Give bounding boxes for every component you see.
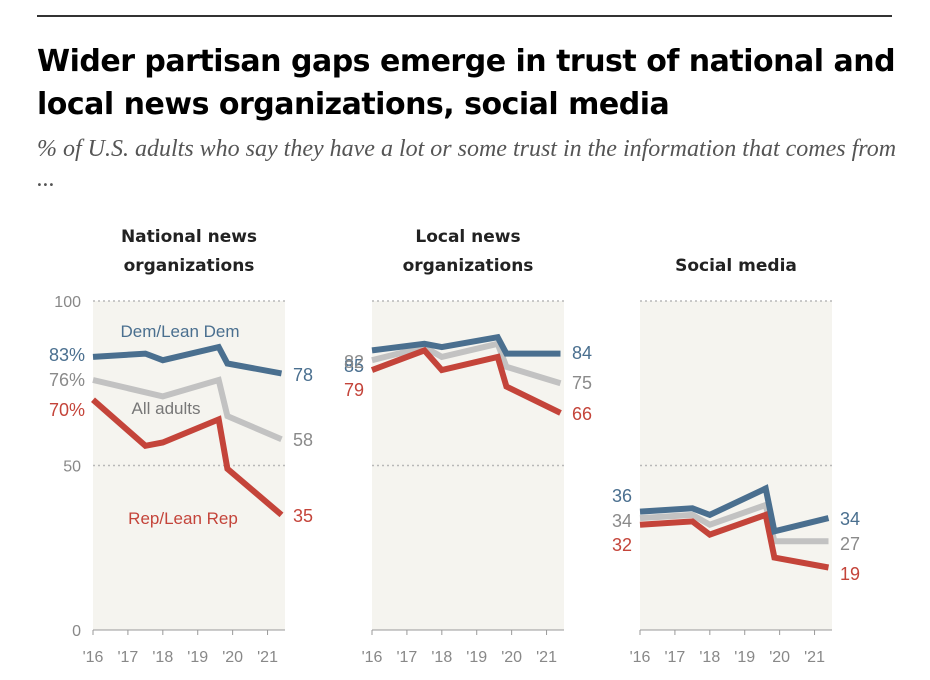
x-tick-label: '20: [501, 649, 522, 666]
x-tick-label: '18: [699, 649, 720, 666]
x-tick-label: '19: [187, 649, 208, 666]
x-tick-label: '16: [362, 649, 383, 666]
start-value-label-dem: 85: [344, 356, 364, 376]
end-value-label-rep: 66: [572, 404, 592, 424]
start-value-label-dem: 83%: [49, 345, 85, 365]
x-tick-label: '17: [117, 649, 138, 666]
series-name-label-dem: Dem/Lean Dem: [120, 322, 239, 341]
end-value-label-rep: 35: [293, 506, 313, 526]
panel-title: organizations: [403, 256, 534, 276]
series-line-dem: [371, 333, 561, 357]
end-value-label-dem: 34: [840, 509, 860, 529]
y-tick-label: 100: [54, 294, 81, 311]
panel-title: National news: [121, 227, 257, 247]
x-tick-label: '20: [222, 649, 243, 666]
series-line-rep: [370, 346, 562, 416]
x-tick-label: '18: [431, 649, 452, 666]
y-tick-label: 50: [63, 459, 81, 476]
start-value-label-all: 76%: [49, 370, 85, 390]
series-line-all: [371, 340, 562, 387]
start-value-label-dem: 36: [612, 486, 632, 506]
x-tick-label: '17: [396, 649, 417, 666]
panel-title: Social media: [675, 256, 797, 276]
x-tick-label: '17: [664, 649, 685, 666]
series-line-all: [92, 376, 283, 442]
x-tick-label: '18: [152, 649, 173, 666]
start-value-label-all: 34: [612, 511, 632, 531]
chart-title: Wider partisan gaps emerge in trust of n…: [37, 44, 896, 122]
chart-subtitle: % of U.S. adults who say they have a lot…: [37, 136, 897, 192]
start-value-label-rep: 79: [344, 380, 364, 400]
end-value-label-all: 27: [840, 534, 860, 554]
start-value-label-rep: 70%: [49, 400, 85, 420]
end-value-label-rep: 19: [840, 564, 860, 584]
top-rule: [37, 15, 892, 17]
x-tick-label: '16: [83, 649, 104, 666]
series-line-dem: [92, 343, 283, 377]
series-line-rep: [639, 510, 830, 571]
x-tick-label: '19: [734, 649, 755, 666]
panel-title: Local news: [415, 227, 520, 247]
start-value-label-all: 82: [344, 352, 364, 372]
x-tick-label: '21: [257, 649, 278, 666]
series-line-all: [639, 501, 829, 545]
x-tick-label: '19: [466, 649, 487, 666]
x-tick-label: '16: [630, 649, 651, 666]
end-value-label-all: 58: [293, 430, 313, 450]
end-value-label-dem: 78: [293, 365, 313, 385]
series-line-dem: [639, 484, 830, 535]
panel-title: organizations: [124, 256, 255, 276]
start-value-label-rep: 32: [612, 535, 632, 555]
y-tick-label: 0: [72, 623, 81, 640]
x-tick-label: '21: [536, 649, 557, 666]
x-tick-label: '20: [769, 649, 790, 666]
series-name-label-all: All adults: [132, 399, 201, 418]
x-tick-label: '21: [804, 649, 825, 666]
series-line-rep: [91, 397, 284, 518]
series-name-label-rep: Rep/Lean Rep: [128, 509, 238, 528]
end-value-label-all: 75: [572, 373, 592, 393]
end-value-label-dem: 84: [572, 343, 592, 363]
